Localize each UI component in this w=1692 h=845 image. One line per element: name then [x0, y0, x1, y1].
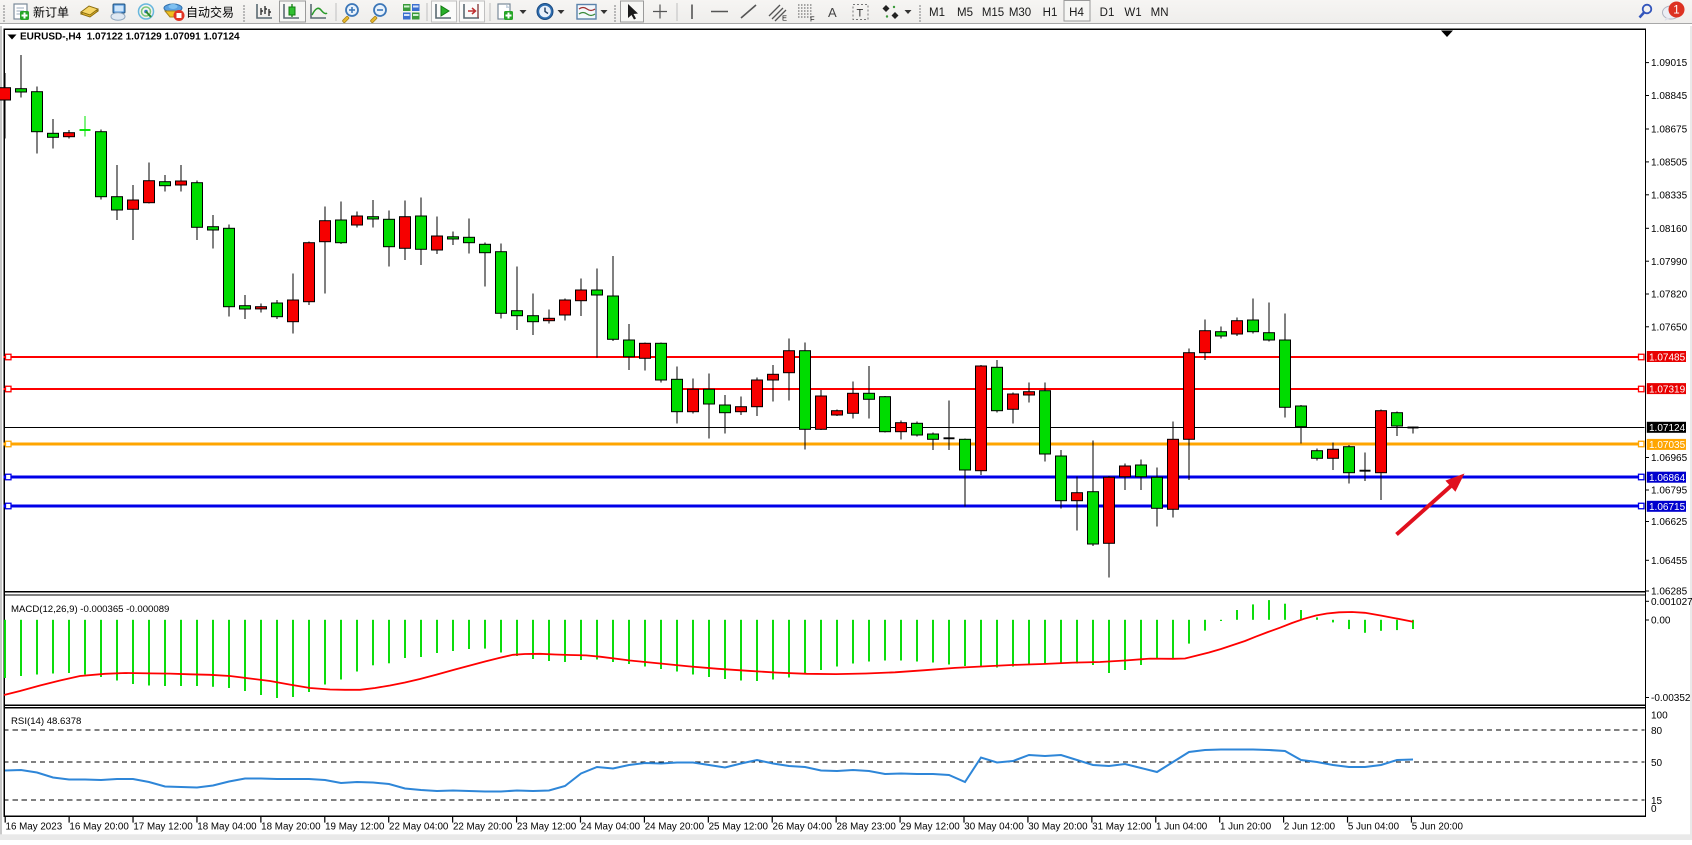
- svg-text:1.06795: 1.06795: [1651, 486, 1688, 497]
- svg-text:1.07820: 1.07820: [1651, 290, 1688, 301]
- svg-text:0.00: 0.00: [1651, 616, 1671, 627]
- svg-text:17 May 12:00: 17 May 12:00: [133, 822, 193, 833]
- svg-text:M30: M30: [1009, 7, 1031, 19]
- svg-text:5 Jun 20:00: 5 Jun 20:00: [1412, 822, 1464, 833]
- svg-text:30 May 20:00: 30 May 20:00: [1028, 822, 1088, 833]
- svg-text:1.07124: 1.07124: [1649, 423, 1686, 434]
- svg-text:28 May 23:00: 28 May 23:00: [836, 822, 896, 833]
- svg-text:1.08160: 1.08160: [1651, 224, 1688, 235]
- svg-text:1.09015: 1.09015: [1651, 58, 1688, 69]
- svg-text:D1: D1: [1100, 7, 1115, 19]
- svg-text:16 May 20:00: 16 May 20:00: [69, 822, 129, 833]
- svg-text:自动交易: 自动交易: [186, 5, 234, 20]
- svg-text:1.08845: 1.08845: [1651, 91, 1688, 102]
- svg-text:23 May 12:00: 23 May 12:00: [517, 822, 577, 833]
- svg-text:25 May 12:00: 25 May 12:00: [709, 822, 769, 833]
- svg-text:29 May 12:00: 29 May 12:00: [900, 822, 960, 833]
- svg-text:31 May 12:00: 31 May 12:00: [1092, 822, 1152, 833]
- svg-text:1.07319: 1.07319: [1649, 384, 1686, 395]
- svg-text:0.001027: 0.001027: [1651, 597, 1692, 608]
- svg-text:5 Jun 04:00: 5 Jun 04:00: [1348, 822, 1400, 833]
- svg-text:30 May 04:00: 30 May 04:00: [964, 822, 1024, 833]
- svg-text:1.06285: 1.06285: [1651, 587, 1688, 598]
- svg-text:18 May 04:00: 18 May 04:00: [197, 822, 257, 833]
- svg-text:24 May 20:00: 24 May 20:00: [645, 822, 705, 833]
- svg-text:22 May 04:00: 22 May 04:00: [389, 822, 449, 833]
- svg-text:1 Jun 20:00: 1 Jun 20:00: [1220, 822, 1272, 833]
- svg-text:A: A: [828, 5, 837, 20]
- svg-text:100: 100: [1651, 711, 1668, 722]
- svg-text:1.06965: 1.06965: [1651, 453, 1688, 464]
- svg-text:18 May 20:00: 18 May 20:00: [261, 822, 321, 833]
- svg-text:1.06625: 1.06625: [1651, 517, 1688, 528]
- svg-text:M5: M5: [957, 7, 973, 19]
- svg-text:H1: H1: [1043, 7, 1058, 19]
- svg-text:1.07035: 1.07035: [1649, 440, 1686, 451]
- svg-text:M15: M15: [982, 7, 1004, 19]
- svg-text:EURUSD-,H4 1.07122 1.07129 1.: EURUSD-,H4 1.07122 1.07129 1.07091 1.071…: [20, 32, 240, 43]
- svg-text:H4: H4: [1069, 7, 1084, 19]
- svg-text:1.08675: 1.08675: [1651, 125, 1688, 136]
- svg-text:19 May 12:00: 19 May 12:00: [325, 822, 385, 833]
- svg-text:16 May 2023: 16 May 2023: [6, 822, 63, 833]
- svg-text:-0.00352: -0.00352: [1651, 693, 1691, 704]
- svg-text:T: T: [857, 8, 864, 20]
- svg-text:1.06715: 1.06715: [1649, 502, 1686, 513]
- svg-text:80: 80: [1651, 726, 1663, 737]
- svg-text:22 May 20:00: 22 May 20:00: [453, 822, 513, 833]
- svg-text:1: 1: [1673, 5, 1679, 17]
- svg-text:MACD(12,26,9) -0.000365 -0.000: MACD(12,26,9) -0.000365 -0.000089: [11, 604, 169, 615]
- svg-text:E: E: [782, 14, 787, 23]
- svg-text:0: 0: [1651, 804, 1657, 815]
- svg-text:26 May 04:00: 26 May 04:00: [773, 822, 833, 833]
- svg-text:1.06864: 1.06864: [1649, 473, 1686, 484]
- svg-text:15: 15: [1651, 796, 1663, 807]
- svg-text:24 May 04:00: 24 May 04:00: [581, 822, 641, 833]
- svg-text:50: 50: [1651, 758, 1663, 769]
- svg-text:1.07485: 1.07485: [1649, 352, 1686, 363]
- svg-text:1.08335: 1.08335: [1651, 190, 1688, 201]
- svg-text:1.07650: 1.07650: [1651, 322, 1688, 333]
- svg-text:RSI(14) 48.6378: RSI(14) 48.6378: [11, 716, 81, 727]
- svg-text:1.08505: 1.08505: [1651, 158, 1688, 169]
- svg-text:1.06455: 1.06455: [1651, 556, 1688, 567]
- svg-text:M1: M1: [929, 7, 945, 19]
- svg-text:1.07990: 1.07990: [1651, 257, 1688, 268]
- svg-text:W1: W1: [1124, 7, 1141, 19]
- svg-text:2 Jun 12:00: 2 Jun 12:00: [1284, 822, 1336, 833]
- svg-text:F: F: [810, 15, 815, 24]
- svg-text:MN: MN: [1151, 7, 1169, 19]
- svg-text:1 Jun 04:00: 1 Jun 04:00: [1156, 822, 1208, 833]
- svg-text:新订单: 新订单: [33, 5, 69, 20]
